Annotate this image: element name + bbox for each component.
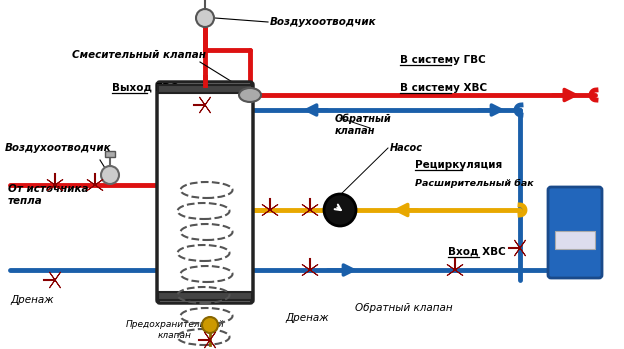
Polygon shape [302, 205, 318, 216]
Bar [555, 231, 595, 249]
Text: Обратный клапан: Обратный клапан [355, 303, 452, 313]
Text: Насос: Насос [390, 143, 423, 153]
Bar [158, 292, 252, 300]
Polygon shape [49, 272, 61, 288]
Text: Расширительный бак: Расширительный бак [415, 178, 534, 187]
Polygon shape [205, 332, 216, 348]
Text: Выход ГВС: Выход ГВС [112, 83, 178, 93]
Polygon shape [47, 179, 63, 191]
Circle shape [202, 317, 218, 333]
Text: От источника
тепла: От источника тепла [8, 184, 89, 206]
Text: Рециркуляция: Рециркуляция [415, 160, 502, 170]
Polygon shape [447, 265, 463, 276]
FancyBboxPatch shape [548, 187, 602, 278]
Polygon shape [262, 205, 278, 216]
Circle shape [101, 166, 119, 184]
Text: Обратный
клапан: Обратный клапан [335, 114, 392, 136]
Text: В систему ГВС: В систему ГВС [400, 55, 485, 65]
Polygon shape [447, 265, 463, 276]
Polygon shape [49, 272, 61, 288]
Polygon shape [87, 179, 103, 191]
Text: Воздухоотводчик: Воздухоотводчик [270, 17, 377, 27]
Bar [160, 85, 250, 300]
Polygon shape [514, 240, 525, 256]
Circle shape [196, 9, 214, 27]
Text: Дренаж: Дренаж [285, 313, 329, 323]
Polygon shape [302, 265, 318, 276]
Polygon shape [205, 332, 216, 348]
Text: Вход ХВС: Вход ХВС [448, 247, 505, 257]
Polygon shape [200, 97, 210, 113]
Text: Предохранительный
клапан: Предохранительный клапан [125, 320, 225, 340]
Bar [158, 85, 252, 93]
Polygon shape [302, 205, 318, 216]
FancyBboxPatch shape [157, 82, 253, 303]
Text: Воздухоотводчик: Воздухоотводчик [5, 143, 112, 153]
Text: В систему ХВС: В систему ХВС [400, 83, 487, 93]
Polygon shape [200, 97, 210, 113]
Polygon shape [514, 240, 525, 256]
Text: Дренаж: Дренаж [10, 295, 54, 305]
Text: Смесительный клапан: Смесительный клапан [72, 50, 206, 60]
Polygon shape [262, 205, 278, 216]
Circle shape [324, 194, 356, 226]
Bar [105, 151, 115, 157]
Polygon shape [47, 179, 63, 191]
Polygon shape [302, 265, 318, 276]
Ellipse shape [239, 88, 261, 102]
Polygon shape [87, 179, 103, 191]
